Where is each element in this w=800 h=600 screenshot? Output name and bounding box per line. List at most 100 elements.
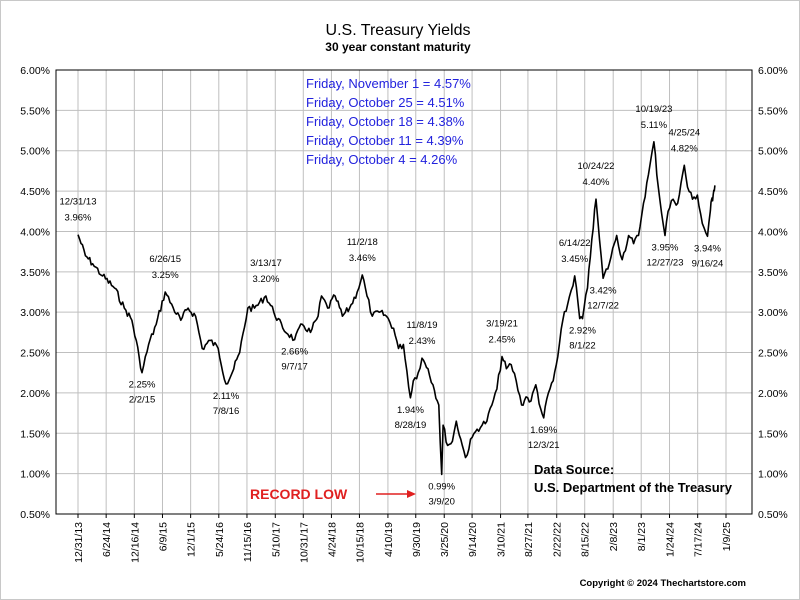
x-tick-label: 8/15/22 <box>580 522 592 557</box>
annotation-value: 2.45% <box>489 335 516 346</box>
x-tick-label: 2/8/23 <box>608 522 620 551</box>
x-axis: 12/31/13 6/24/14 12/16/14 6/9/15 12/1/15 5/24… <box>73 514 733 563</box>
y-tick-label: 5.00% <box>758 146 788 158</box>
y-axis-left: 0.50% 1.00% 1.50% 2.00% 2.50% 3.00% 3.50% 4.00%… <box>20 65 50 521</box>
annotation-value: 0.99% <box>428 481 455 492</box>
x-tick-label: 3/25/20 <box>439 522 451 557</box>
annotation-date: 12/27/23 <box>647 257 684 268</box>
annotation-date: 8/1/22 <box>569 341 595 352</box>
annotation-date: 12/7/22 <box>587 300 619 311</box>
x-tick-label: 10/31/17 <box>298 522 310 563</box>
annotation-date: 10/19/23 <box>635 104 672 115</box>
annotation-date: 9/7/17 <box>281 362 307 373</box>
y-tick-label: 6.00% <box>20 65 50 77</box>
annotation-value: 1.69% <box>530 425 557 436</box>
annotations: 12/31/13 3.96% 2.25% 2/2/15 6/26/15 3.25% 2.11… <box>60 104 724 508</box>
x-tick-label: 1/24/24 <box>665 522 677 557</box>
annotation-date: 8/28/19 <box>395 420 427 431</box>
recent-readings: Friday, November 1 = 4.57% Friday, Octob… <box>306 76 471 167</box>
series-line <box>77 141 716 476</box>
y-tick-label: 2.00% <box>758 388 788 400</box>
recent-reading: Friday, October 25 = 4.51% <box>306 95 465 110</box>
x-tick-label: 2/22/22 <box>552 522 564 557</box>
x-tick-label: 3/10/21 <box>496 522 508 557</box>
annotation-date: 11/2/18 <box>347 237 378 248</box>
annotation-value: 2.11% <box>213 391 240 402</box>
x-tick-label: 1/9/25 <box>721 522 733 551</box>
x-tick-label: 9/14/20 <box>467 522 479 557</box>
x-tick-label: 9/30/19 <box>411 522 423 557</box>
annotation-value: 3.94% <box>694 243 721 254</box>
x-tick-label: 5/24/16 <box>214 522 226 557</box>
annotation-date: 6/14/22 <box>559 238 591 249</box>
series-layer <box>77 141 716 476</box>
annotation-value: 3.42% <box>590 285 617 296</box>
recent-reading: Friday, October 4 = 4.26% <box>306 152 458 167</box>
y-tick-label: 2.50% <box>758 348 788 360</box>
recent-reading: Friday, October 11 = 4.39% <box>306 133 464 148</box>
annotation-date: 10/24/22 <box>577 161 614 172</box>
y-tick-label: 5.50% <box>758 105 788 117</box>
annotation-value: 1.94% <box>397 405 424 416</box>
annotation-date: 7/8/16 <box>213 406 239 417</box>
y-tick-label: 4.00% <box>758 226 788 238</box>
annotation-value: 3.46% <box>349 253 376 264</box>
y-tick-label: 5.00% <box>20 146 50 158</box>
y-tick-label: 1.00% <box>20 469 50 481</box>
x-tick-label: 8/27/21 <box>523 522 535 557</box>
y-tick-label: 1.50% <box>758 428 788 440</box>
y-tick-label: 3.50% <box>758 267 788 279</box>
annotation-value: 3.20% <box>252 274 279 285</box>
annotation-value: 3.25% <box>152 270 179 281</box>
y-tick-label: 3.00% <box>20 307 50 319</box>
y-tick-label: 1.00% <box>758 469 788 481</box>
y-tick-label: 0.50% <box>758 509 788 521</box>
x-tick-label: 11/15/16 <box>242 522 254 562</box>
annotation-value: 2.66% <box>281 347 308 358</box>
annotation-value: 2.25% <box>129 380 156 391</box>
x-tick-label: 5/10/17 <box>270 522 282 557</box>
annotation-value: 4.40% <box>583 177 610 188</box>
y-tick-label: 2.00% <box>20 388 50 400</box>
y-tick-label: 4.50% <box>758 186 788 198</box>
annotation-date: 4/25/24 <box>668 127 700 138</box>
annotation-date: 12/31/13 <box>60 197 97 208</box>
y-tick-label: 6.00% <box>758 65 788 77</box>
x-tick-label: 7/17/24 <box>693 522 705 557</box>
y-tick-label: 4.00% <box>20 226 50 238</box>
annotation-date: 9/16/24 <box>692 258 724 269</box>
chart-title: U.S. Treasury Yields <box>326 22 471 39</box>
annotation-value: 2.92% <box>569 326 596 337</box>
y-axis-right: 0.50% 1.00% 1.50% 2.00% 2.50% 3.00% 3.50% 4.00%… <box>758 65 788 521</box>
annotation-value: 3.45% <box>561 254 588 265</box>
chart-subtitle: 30 year constant maturity <box>325 40 471 54</box>
x-tick-label: 4/24/18 <box>326 522 338 557</box>
x-tick-label: 12/1/15 <box>186 522 198 557</box>
annotation-value: 4.82% <box>671 143 698 154</box>
y-tick-label: 4.50% <box>20 186 50 198</box>
y-tick-label: 3.50% <box>20 267 50 279</box>
annotation-date: 3/9/20 <box>428 496 454 507</box>
x-tick-label: 12/31/13 <box>73 522 85 563</box>
annotation-value: 3.95% <box>652 242 679 253</box>
recent-reading: Friday, November 1 = 4.57% <box>306 76 471 91</box>
x-tick-label: 4/10/19 <box>383 522 395 557</box>
y-tick-label: 1.50% <box>20 428 50 440</box>
x-tick-label: 6/9/15 <box>157 522 169 551</box>
annotation-date: 12/3/21 <box>528 440 560 451</box>
record-low-label: RECORD LOW <box>250 486 348 502</box>
y-tick-label: 5.50% <box>20 105 50 117</box>
x-tick-label: 10/15/18 <box>354 522 366 563</box>
recent-reading: Friday, October 18 = 4.38% <box>306 114 465 129</box>
y-tick-label: 0.50% <box>20 509 50 521</box>
annotation-value: 3.96% <box>65 213 92 224</box>
source-line: Data Source: <box>534 462 614 477</box>
source-line: U.S. Department of the Treasury <box>534 480 733 495</box>
annotation-date: 11/8/19 <box>407 320 438 331</box>
y-tick-label: 3.00% <box>758 307 788 319</box>
x-tick-label: 6/24/14 <box>101 522 113 557</box>
copyright: Copyright © 2024 Thechartstore.com <box>580 578 746 589</box>
